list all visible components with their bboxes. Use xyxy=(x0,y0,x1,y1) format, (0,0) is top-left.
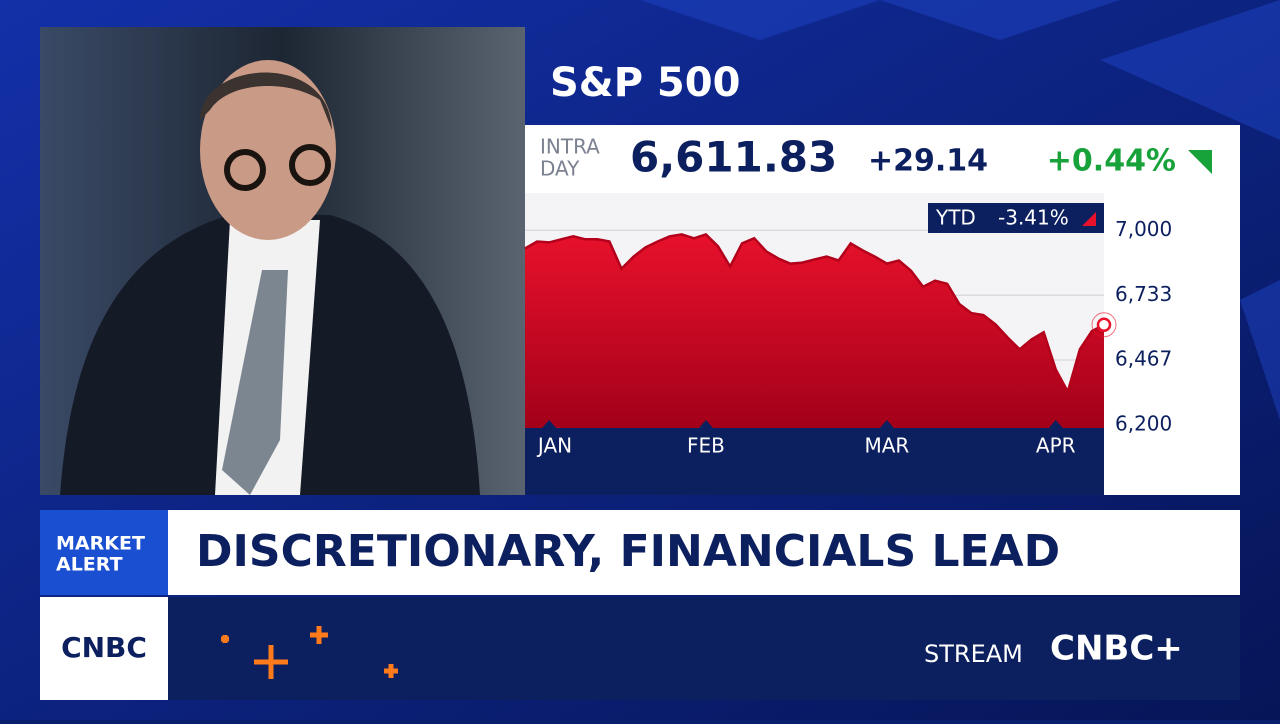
plus-decoration xyxy=(221,626,398,679)
alert-tag xyxy=(40,510,168,595)
quote-percent: +0.44% xyxy=(1047,144,1176,179)
last-point-halo xyxy=(1091,312,1117,338)
quote-bar xyxy=(525,125,1240,193)
stream-logo: CNBC+ xyxy=(1050,629,1183,669)
headline: DISCRETIONARY, FINANCIALS LEAD xyxy=(196,526,1060,577)
ytd-label: YTD xyxy=(935,206,976,230)
x-tick-label: MAR xyxy=(864,434,909,458)
x-tick xyxy=(542,420,557,428)
up-arrow xyxy=(1188,150,1212,174)
x-tick-label: FEB xyxy=(687,434,725,458)
logo-box xyxy=(40,597,168,700)
chart-title: S&P 500 xyxy=(550,60,740,106)
last-point xyxy=(1096,317,1112,333)
video-feed xyxy=(40,27,525,495)
axis-panel xyxy=(1104,193,1240,495)
headline-bar xyxy=(168,510,1240,595)
down-arrow xyxy=(1082,212,1096,226)
x-tick-label: APR xyxy=(1036,434,1076,458)
quote-label: INTRA xyxy=(540,135,600,159)
ytd-value: -3.41% xyxy=(998,206,1069,230)
x-tick xyxy=(1048,420,1063,428)
y-tick-label: 7,000 xyxy=(1115,217,1172,241)
x-tick xyxy=(879,420,894,428)
area xyxy=(525,234,1104,428)
x-tick-label: JAN xyxy=(536,434,572,458)
background-cubes xyxy=(640,0,1280,420)
y-tick-label: 6,467 xyxy=(1115,347,1172,371)
logo: CNBC xyxy=(61,631,147,664)
alert-tag-text: ALERT xyxy=(56,554,123,576)
line xyxy=(524,232,1105,395)
y-tick-label: 6,733 xyxy=(1115,282,1172,306)
footer-bar xyxy=(168,597,1240,700)
ytd-box xyxy=(928,203,1104,233)
quote-label: DAY xyxy=(540,157,580,181)
x-tick xyxy=(698,420,713,428)
stream-label: STREAM xyxy=(924,640,1023,668)
alert-tag-text: MARKET xyxy=(56,533,145,555)
x-axis-band xyxy=(525,428,1104,495)
y-tick-label: 6,200 xyxy=(1115,412,1172,436)
quote-change: +29.14 xyxy=(868,144,988,179)
quote-last: 6,611.83 xyxy=(630,133,837,182)
